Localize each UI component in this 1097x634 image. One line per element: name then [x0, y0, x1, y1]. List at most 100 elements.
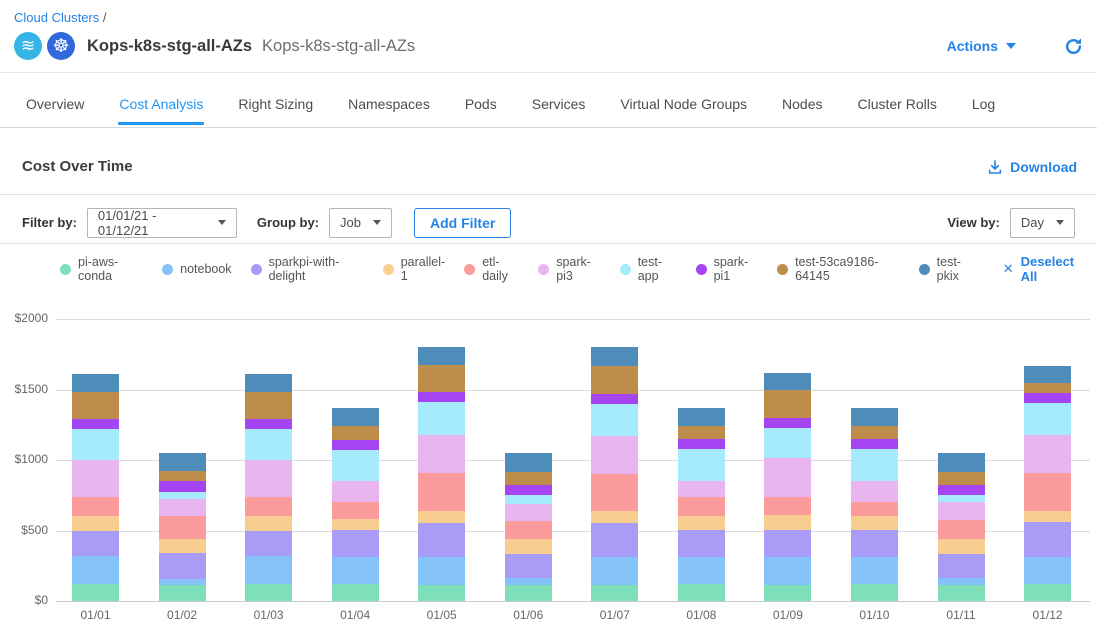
- bar-segment-parallel-1: [764, 515, 811, 530]
- close-icon: ✕: [1003, 261, 1014, 277]
- tab-services[interactable]: Services: [531, 96, 587, 125]
- x-axis-tick-label: 01/08: [661, 608, 741, 622]
- deselect-all-label: Deselect All: [1021, 254, 1087, 284]
- legend-label: test-app: [638, 255, 677, 283]
- bar-segment-test-pkix: [851, 408, 898, 426]
- bar-segment-parallel-1: [72, 516, 119, 531]
- legend-label: test-53ca9186-64145: [795, 255, 900, 283]
- bar-segment-sparkpi-with-delight: [851, 530, 898, 557]
- tab-log[interactable]: Log: [971, 96, 996, 125]
- stacked-bar-01/06: [505, 453, 552, 601]
- bar-segment-parallel-1: [851, 516, 898, 530]
- bar-segment-spark-pi3: [938, 502, 985, 520]
- legend-item-notebook[interactable]: notebook: [162, 262, 231, 276]
- x-axis-tick-label: 01/06: [488, 608, 568, 622]
- bar-segment-test-pkix: [1024, 366, 1071, 384]
- tab-cost-analysis[interactable]: Cost Analysis: [118, 96, 204, 125]
- tab-overview[interactable]: Overview: [25, 96, 85, 125]
- legend-item-pi-aws-conda[interactable]: pi-aws-conda: [60, 255, 143, 283]
- stacked-bar-01/01: [72, 374, 119, 601]
- bar-segment-test-53ca9186-64145: [159, 471, 206, 482]
- tab-cluster-rolls[interactable]: Cluster Rolls: [856, 96, 937, 125]
- legend-item-spark-pi1[interactable]: spark-pi1: [696, 255, 759, 283]
- x-axis-tick-label: 01/02: [142, 608, 222, 622]
- tab-right-sizing[interactable]: Right Sizing: [237, 96, 314, 125]
- legend-item-test-53ca9186-64145[interactable]: test-53ca9186-64145: [777, 255, 900, 283]
- bar-segment-sparkpi-with-delight: [418, 523, 465, 557]
- bar-segment-sparkpi-with-delight: [938, 554, 985, 578]
- date-range-select[interactable]: 01/01/21 - 01/12/21: [87, 208, 237, 238]
- bar-segment-pi-aws-conda: [591, 585, 638, 601]
- stacked-bar-01/09: [764, 373, 811, 601]
- y-axis-tick-label: $500: [0, 523, 48, 537]
- bar-segment-spark-pi3: [72, 460, 119, 497]
- gridline: [56, 531, 1090, 532]
- bar-segment-test-53ca9186-64145: [332, 426, 379, 439]
- legend-item-parallel-1[interactable]: parallel-1: [383, 255, 446, 283]
- x-axis-tick-label: 01/07: [575, 608, 655, 622]
- download-button[interactable]: Download: [987, 159, 1077, 175]
- bar-segment-parallel-1: [678, 516, 725, 530]
- bar-segment-etl-daily: [159, 516, 206, 539]
- actions-button[interactable]: Actions: [947, 38, 1016, 54]
- stacked-bar-01/12: [1024, 366, 1071, 601]
- legend-item-etl-daily[interactable]: etl-daily: [464, 255, 519, 283]
- bar-segment-notebook: [678, 557, 725, 584]
- page-title: Kops-k8s-stg-all-AZs: [87, 37, 252, 56]
- bar-segment-test-pkix: [591, 347, 638, 365]
- bar-segment-etl-daily: [1024, 473, 1071, 510]
- stacked-bar-01/11: [938, 453, 985, 601]
- bar-segment-pi-aws-conda: [764, 585, 811, 601]
- legend-item-test-pkix[interactable]: test-pkix: [919, 255, 977, 283]
- bar-segment-sparkpi-with-delight: [764, 530, 811, 557]
- bar-segment-sparkpi-with-delight: [505, 554, 552, 579]
- bar-segment-etl-daily: [245, 497, 292, 515]
- download-icon: [987, 159, 1003, 175]
- bar-segment-sparkpi-with-delight: [159, 553, 206, 579]
- bar-segment-etl-daily: [678, 497, 725, 516]
- gridline: [56, 319, 1090, 320]
- view-by-select[interactable]: Day: [1010, 208, 1075, 238]
- tab-namespaces[interactable]: Namespaces: [347, 96, 431, 125]
- bar-segment-test-53ca9186-64145: [245, 392, 292, 419]
- add-filter-button[interactable]: Add Filter: [414, 208, 511, 238]
- breadcrumb-cloud-clusters-link[interactable]: Cloud Clusters: [14, 10, 99, 25]
- bar-segment-spark-pi1: [938, 485, 985, 495]
- chevron-down-icon: [218, 220, 226, 225]
- stacked-bar-01/04: [332, 408, 379, 601]
- deselect-all-button[interactable]: ✕ Deselect All: [1003, 254, 1087, 284]
- bar-segment-parallel-1: [245, 516, 292, 531]
- bar-segment-spark-pi1: [851, 439, 898, 449]
- bar-segment-test-app: [678, 449, 725, 481]
- tab-nodes[interactable]: Nodes: [781, 96, 823, 125]
- bar-segment-spark-pi1: [505, 485, 552, 496]
- bar-segment-test-pkix: [938, 453, 985, 472]
- header-divider: [0, 72, 1097, 73]
- stacked-bar-01/10: [851, 408, 898, 601]
- legend-item-spark-pi3[interactable]: spark-pi3: [538, 255, 601, 283]
- bar-segment-spark-pi3: [678, 481, 725, 497]
- tab-pods[interactable]: Pods: [464, 96, 498, 125]
- legend-item-test-app[interactable]: test-app: [620, 255, 677, 283]
- legend-dot-icon: [383, 264, 394, 275]
- bar-segment-test-pkix: [159, 453, 206, 471]
- bar-segment-parallel-1: [1024, 511, 1071, 522]
- gridline: [56, 601, 1090, 602]
- section-divider: [0, 194, 1097, 195]
- refresh-button[interactable]: [1064, 37, 1083, 56]
- bar-segment-spark-pi3: [332, 481, 379, 501]
- legend-item-sparkpi-with-delight[interactable]: sparkpi-with-delight: [251, 255, 364, 283]
- y-axis-tick-label: $1000: [0, 452, 48, 466]
- bar-segment-spark-pi1: [332, 440, 379, 450]
- download-label: Download: [1010, 159, 1077, 175]
- x-axis-tick-label: 01/04: [315, 608, 395, 622]
- tab-virtual-node-groups[interactable]: Virtual Node Groups: [619, 96, 748, 125]
- bar-segment-etl-daily: [332, 502, 379, 519]
- group-by-select[interactable]: Job: [329, 208, 392, 238]
- bar-segment-etl-daily: [764, 497, 811, 515]
- chevron-down-icon: [1006, 43, 1016, 49]
- bar-segment-notebook: [72, 556, 119, 584]
- legend-label: sparkpi-with-delight: [269, 255, 364, 283]
- stacked-bar-01/08: [678, 408, 725, 601]
- bar-segment-pi-aws-conda: [938, 585, 985, 601]
